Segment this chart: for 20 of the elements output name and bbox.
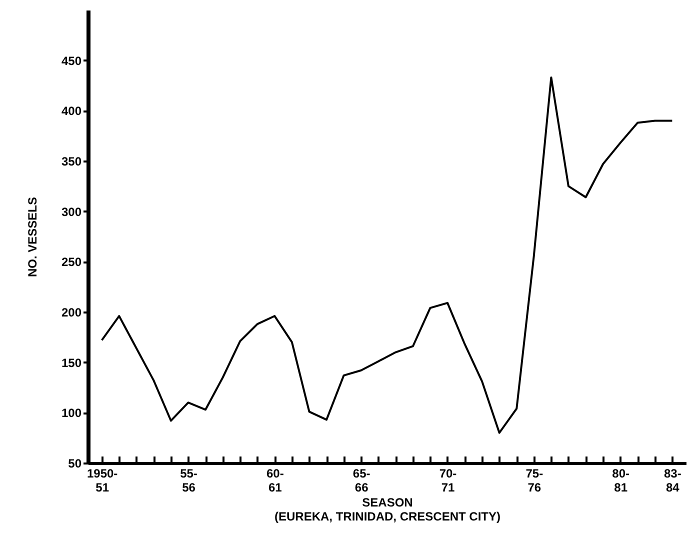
x-tick-label: 60- 61 xyxy=(266,466,284,494)
y-axis-title: NO. VESSELS xyxy=(25,196,40,278)
y-tick-label: 50 xyxy=(68,456,82,470)
y-tick-label: 350 xyxy=(61,154,82,168)
line-series xyxy=(100,76,674,434)
y-tick-label: 400 xyxy=(61,104,82,118)
x-tick-label: 70- 71 xyxy=(439,466,457,494)
y-tick-label: 300 xyxy=(61,204,82,219)
x-tick-label: 75- 76 xyxy=(526,466,544,494)
x-tick-label: 83- 84 xyxy=(664,466,682,494)
x-tick-label: 1950- 51 xyxy=(86,466,118,494)
x-tick-label: 65- 66 xyxy=(352,466,370,494)
x-axis-title: SEASON (EUREKA, TRINIDAD, CRESCENT CITY) xyxy=(274,496,501,524)
x-tick-label: 55- 56 xyxy=(180,466,198,494)
y-tick-label: 100 xyxy=(61,406,82,420)
x-tick-label: 80- 81 xyxy=(612,466,630,494)
y-tick-label: 150 xyxy=(61,356,82,370)
y-tick-label: 250 xyxy=(61,255,82,270)
y-tick-label: 450 xyxy=(61,54,82,68)
y-tick-label: 200 xyxy=(61,306,82,320)
